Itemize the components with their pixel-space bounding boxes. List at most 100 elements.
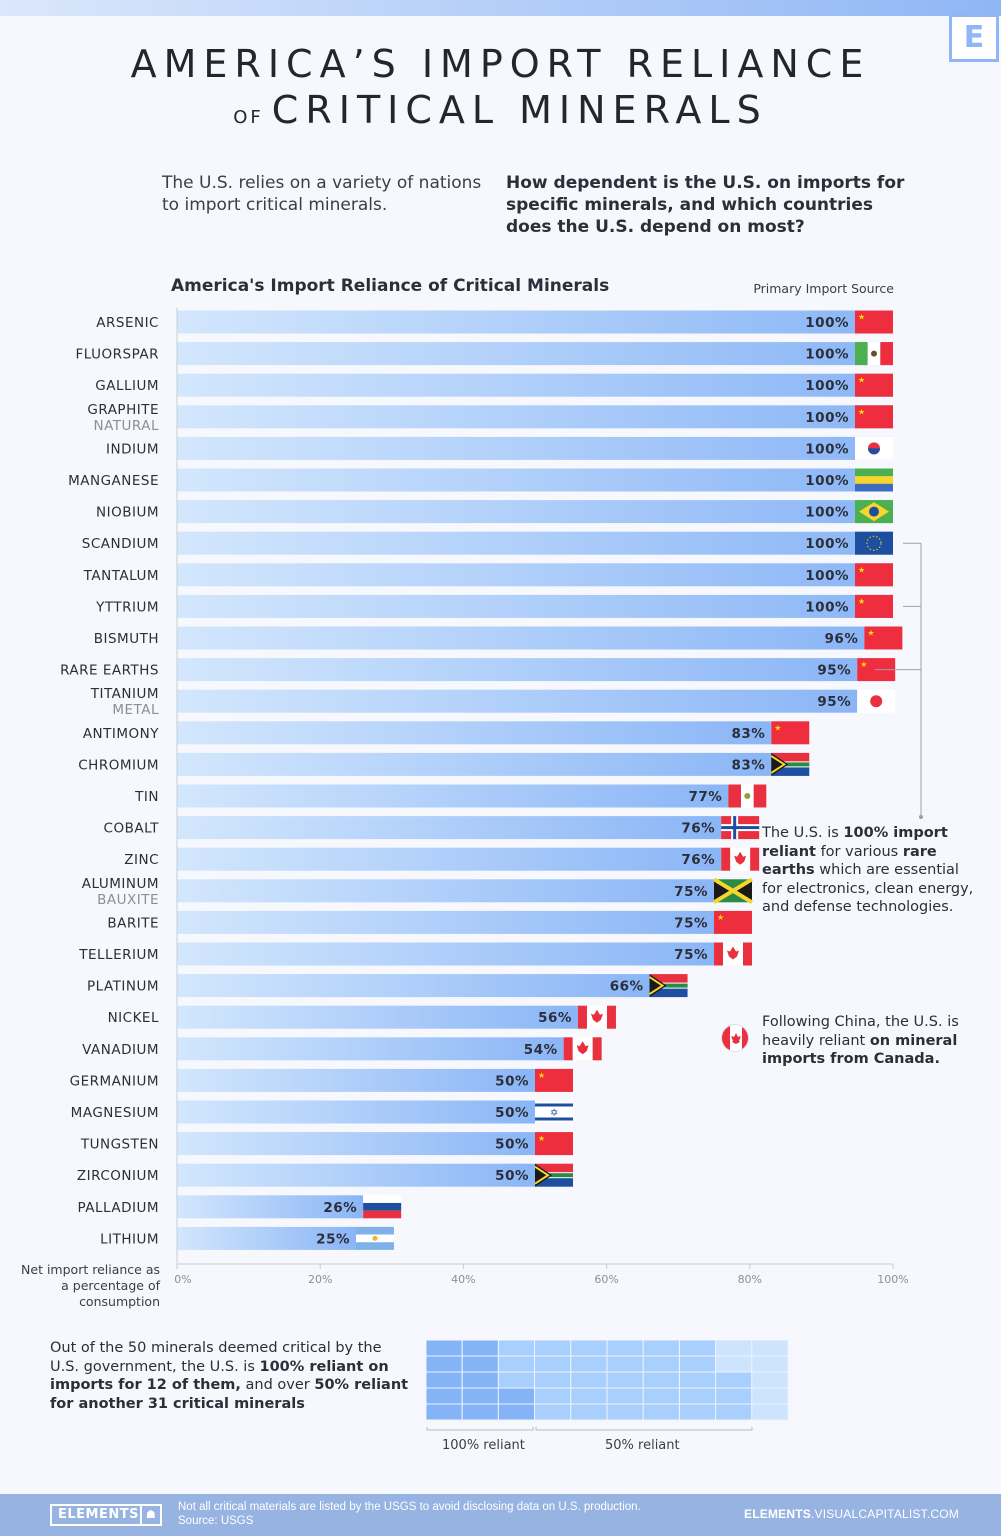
flag-eu-icon	[855, 531, 893, 555]
waffle-cell	[534, 1371, 572, 1389]
value-label: 26%	[323, 1200, 357, 1216]
mineral-label: CHROMIUM	[78, 757, 159, 773]
mineral-label: TIN	[134, 789, 159, 805]
bar	[177, 689, 858, 713]
bar-row: 100% ARSENIC	[96, 310, 893, 334]
flag-ru-icon	[363, 1195, 402, 1219]
svg-text:★: ★	[860, 660, 867, 669]
bar	[177, 1037, 564, 1061]
svg-text:★: ★	[717, 913, 724, 922]
x-tick-label: 0%	[174, 1273, 191, 1286]
bar	[177, 373, 893, 397]
flag-kr-icon	[855, 436, 893, 460]
waffle-cell	[570, 1387, 608, 1405]
bar-row: 50% TUNGSTEN	[80, 1132, 535, 1156]
bar	[177, 468, 893, 492]
waffle-cell	[570, 1355, 608, 1373]
waffle-cell	[606, 1355, 644, 1373]
waffle-cell	[461, 1340, 499, 1357]
x-tick-label: 20%	[308, 1273, 332, 1286]
bar-row: 54% VANADIUM	[82, 1037, 564, 1061]
mineral-label: RARE EARTHS	[60, 663, 159, 679]
mineral-label: ARSENIC	[96, 315, 159, 331]
footer: ELEMENTS ☗ Not all critical materials are…	[0, 1494, 1001, 1536]
x-tick-label: 100%	[877, 1273, 908, 1286]
mineral-sublabel: METAL	[112, 702, 159, 718]
flag-za-icon	[534, 1163, 573, 1187]
bar	[177, 594, 893, 618]
footer-url[interactable]: ELEMENTS.VISUALCAPITALIST.COM	[744, 1507, 959, 1521]
waffle-cell	[678, 1355, 717, 1373]
waffle-description: Out of the 50 minerals deemed critical b…	[50, 1340, 409, 1412]
flag-cn-icon: ★	[771, 721, 810, 745]
mineral-label: TUNGSTEN	[80, 1137, 159, 1153]
value-label: 77%	[688, 789, 722, 805]
svg-text:★: ★	[858, 376, 865, 385]
waffle-cell	[715, 1371, 753, 1389]
bar-row: 100% MANGANESE	[68, 468, 893, 492]
mineral-label: GALLIUM	[95, 378, 159, 394]
bar-row: 50% GERMANIUM	[70, 1068, 535, 1092]
flag-br-icon	[855, 500, 893, 524]
footer-note-text: Not all critical materials are listed by…	[178, 1501, 641, 1513]
x-tick-label: 80%	[738, 1273, 762, 1286]
question-text: How dependent is the U.S. on imports for…	[506, 173, 905, 237]
source: Source: USGS	[178, 1514, 254, 1527]
waffle-cell	[678, 1371, 717, 1389]
svg-text:★: ★	[538, 1071, 545, 1080]
waffle-cell	[606, 1387, 644, 1405]
flag-ca-icon	[563, 1037, 602, 1061]
bar-row: 77% TIN	[134, 784, 729, 808]
canada-annotation: Following China, the U.S. is heavily rel…	[762, 1014, 959, 1067]
flag-jm-icon	[712, 877, 754, 905]
mineral-sublabel: NATURAL	[93, 418, 159, 434]
bar-row: 50% ZIRCONIUM	[77, 1163, 535, 1187]
canada-flag-icon	[721, 1024, 749, 1052]
mineral-label: TELLERIUM	[78, 947, 159, 963]
waffle-cell	[570, 1371, 608, 1389]
mineral-label: ALUMINUM	[82, 876, 159, 892]
bar	[177, 1163, 535, 1187]
elements-logo: E	[949, 14, 999, 62]
bar	[177, 1068, 535, 1092]
flag-za-icon	[649, 974, 688, 998]
annotation-dot	[919, 815, 923, 819]
mineral-label: PLATINUM	[87, 979, 159, 995]
bar	[177, 500, 893, 524]
mineral-label: INDIUM	[106, 441, 159, 457]
flag-cn-icon: ★	[535, 1132, 573, 1156]
x-tick-label: 40%	[451, 1273, 475, 1286]
x-tick-label: 60%	[594, 1273, 618, 1286]
bar-row: 50% MAGNESIUM	[71, 1100, 535, 1124]
value-label: 100%	[805, 505, 849, 521]
title-line-2-text: CRITICAL MINERALS	[271, 88, 768, 132]
waffle-cell	[461, 1355, 499, 1373]
bar-row: 100% SCANDIUM	[82, 531, 893, 555]
waffle-cell	[606, 1371, 644, 1389]
bar	[177, 1226, 356, 1250]
waffle-cell	[426, 1340, 463, 1357]
waffle-cell	[606, 1340, 644, 1357]
bar-row: 75% BARITE	[107, 910, 714, 934]
value-label: 100%	[805, 599, 849, 615]
waffle-cell	[426, 1355, 463, 1373]
value-label: 95%	[817, 694, 851, 710]
waffle-cell	[715, 1403, 753, 1421]
annotation-bracket	[875, 542, 922, 817]
svg-text:★: ★	[774, 723, 781, 732]
svg-text:★: ★	[858, 407, 865, 416]
waffle-cell	[570, 1403, 608, 1421]
bar	[177, 752, 772, 776]
bar	[177, 1132, 535, 1156]
bar	[177, 784, 729, 808]
flag-ca-icon	[714, 942, 752, 966]
waffle-label-100: 100% reliant	[442, 1438, 525, 1453]
flag-cn-icon: ★	[855, 563, 893, 587]
svg-text:★: ★	[858, 313, 865, 322]
flag-cn-icon: ★	[535, 1068, 573, 1092]
waffle-cell	[642, 1387, 680, 1405]
chart-title: America's Import Reliance of Critical Mi…	[171, 276, 610, 296]
